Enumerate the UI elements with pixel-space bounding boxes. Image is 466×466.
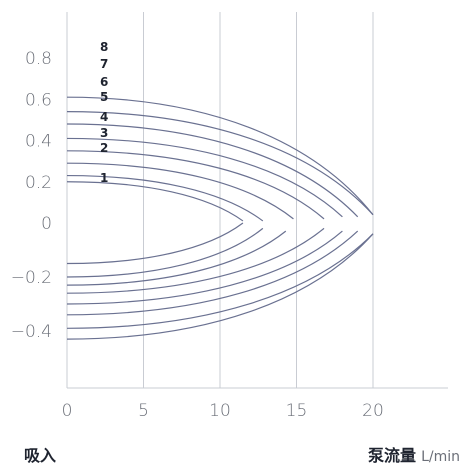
curve-upper-1 xyxy=(66,181,244,222)
curve-label-7: 7 xyxy=(100,57,108,71)
pump-flow-unit: L/min xyxy=(421,449,460,465)
curve-lower-2 xyxy=(66,227,264,278)
curve-lower-4 xyxy=(66,227,325,294)
curve-lower-3 xyxy=(66,230,287,286)
curve-upper-7 xyxy=(66,111,374,216)
curve-upper-5 xyxy=(66,137,343,218)
curves xyxy=(66,96,374,340)
curve-lower-5 xyxy=(66,230,343,305)
x-tick-label: 15 xyxy=(286,401,308,421)
curve-label-3: 3 xyxy=(100,126,108,140)
curve-label-8: 8 xyxy=(100,40,108,54)
suction-label: 吸入 xyxy=(24,446,57,465)
y-tick-label: 0.6 xyxy=(25,90,52,110)
grid-lines xyxy=(66,12,448,389)
y-tick-label: −0.2 xyxy=(11,268,52,288)
curve-label-1: 1 xyxy=(100,171,108,185)
y-tick-label: 0.8 xyxy=(25,49,52,69)
x-tick-label: 20 xyxy=(362,401,384,421)
curve-upper-4 xyxy=(66,150,325,220)
y-tick-label: 0.2 xyxy=(25,173,52,193)
x-tick-label: 0 xyxy=(62,401,73,421)
tick-labels: 0 5 10 15 200.80.60.40.20−0.2−0.4 xyxy=(11,49,384,421)
curve-upper-8 xyxy=(66,96,374,216)
curve-label-4: 4 xyxy=(100,110,108,124)
pump-flow-label: 泵流量 L/min xyxy=(368,442,460,466)
y-tick-label: −0.4 xyxy=(11,322,52,342)
pump-flow-title: 泵流量 xyxy=(367,446,416,465)
curve-lower-7 xyxy=(66,233,374,329)
curve-labels: 1 23 4 56 7 8 xyxy=(100,40,108,185)
curve-lower-6 xyxy=(66,230,359,316)
curve-label-6: 6 xyxy=(100,75,108,89)
curve-lower-1 xyxy=(66,222,244,265)
y-tick-label: 0.4 xyxy=(25,132,52,152)
curve-upper-2 xyxy=(66,174,264,222)
curve-upper-3 xyxy=(66,162,294,220)
curve-upper-6 xyxy=(66,123,359,218)
x-tick-label: 10 xyxy=(209,401,231,421)
curve-lower-8 xyxy=(66,233,374,340)
x-tick-label: 5 xyxy=(138,401,149,421)
curve-label-2: 2 xyxy=(100,141,108,155)
y-tick-label: 0 xyxy=(41,214,52,234)
curve-label-5: 5 xyxy=(100,90,108,104)
